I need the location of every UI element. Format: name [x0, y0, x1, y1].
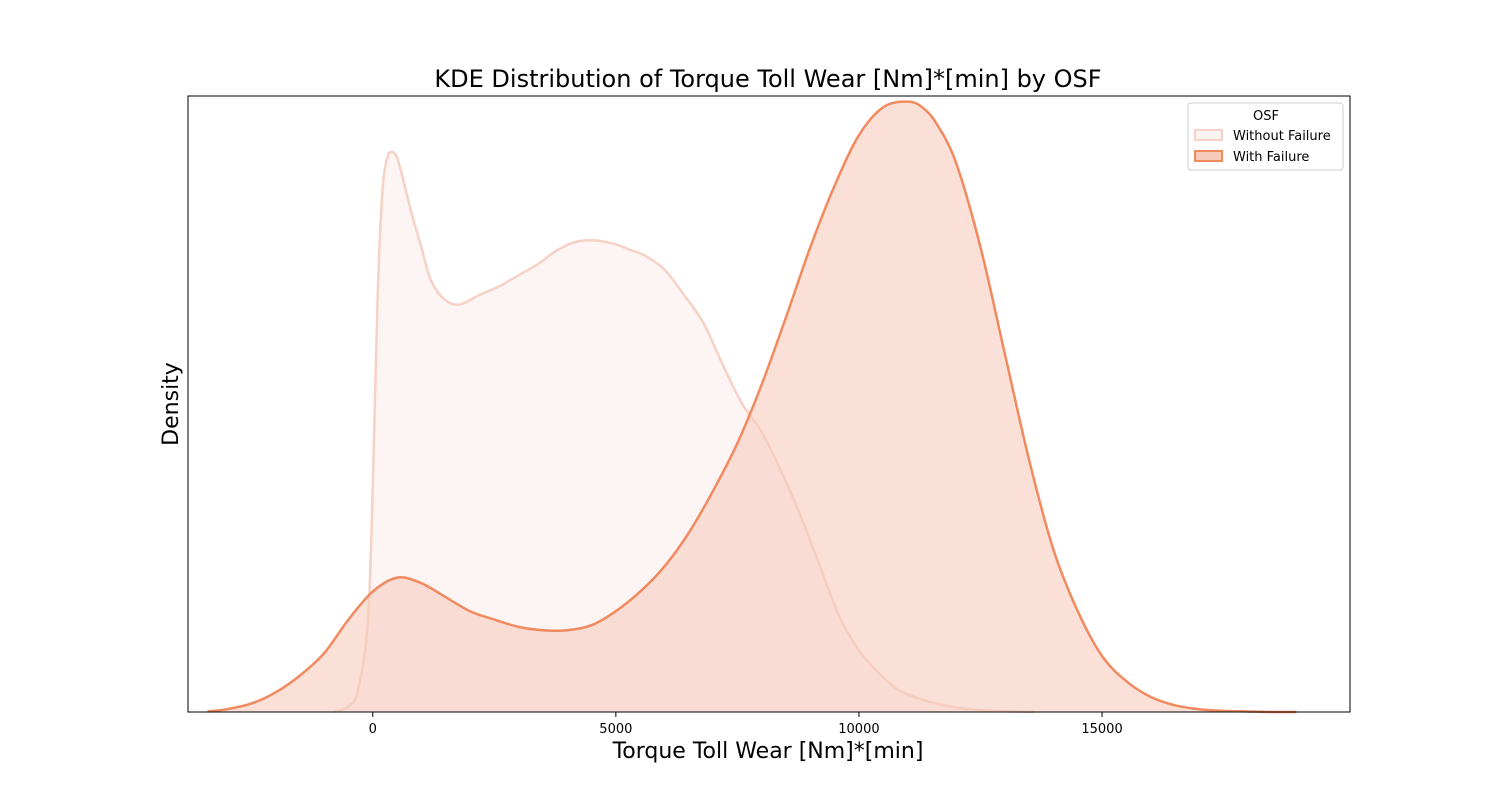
legend-box: [1187, 102, 1344, 171]
legend: OSF Without Failure With Failure: [1187, 102, 1344, 171]
plot-frame: [187, 95, 1351, 713]
x-tick-label: 10000: [838, 722, 879, 737]
x-tick-label: 5000: [599, 722, 632, 737]
kde-area-without-failure: [333, 151, 1034, 713]
kde-line-with-failure: [207, 100, 1297, 714]
legend-label-with-failure: With Failure: [1233, 150, 1309, 165]
y-axis-label: Density: [159, 362, 184, 446]
x-tick-label: 15000: [1081, 722, 1122, 737]
legend-title: OSF: [1253, 109, 1279, 124]
legend-swatch-with-failure: [1194, 150, 1223, 162]
x-axis-ticks: 0 5000 10000 15000: [369, 712, 1123, 737]
legend-label-without-failure: Without Failure: [1233, 129, 1331, 144]
x-tick-label: 0: [369, 722, 377, 737]
chart-title: KDE Distribution of Torque Toll Wear [Nm…: [434, 65, 1101, 93]
x-axis-label: Torque Toll Wear [Nm]*[min]: [612, 739, 924, 764]
legend-swatch-without-failure: [1194, 129, 1223, 141]
series-layer: [207, 100, 1297, 714]
kde-area-with-failure: [207, 101, 1297, 713]
